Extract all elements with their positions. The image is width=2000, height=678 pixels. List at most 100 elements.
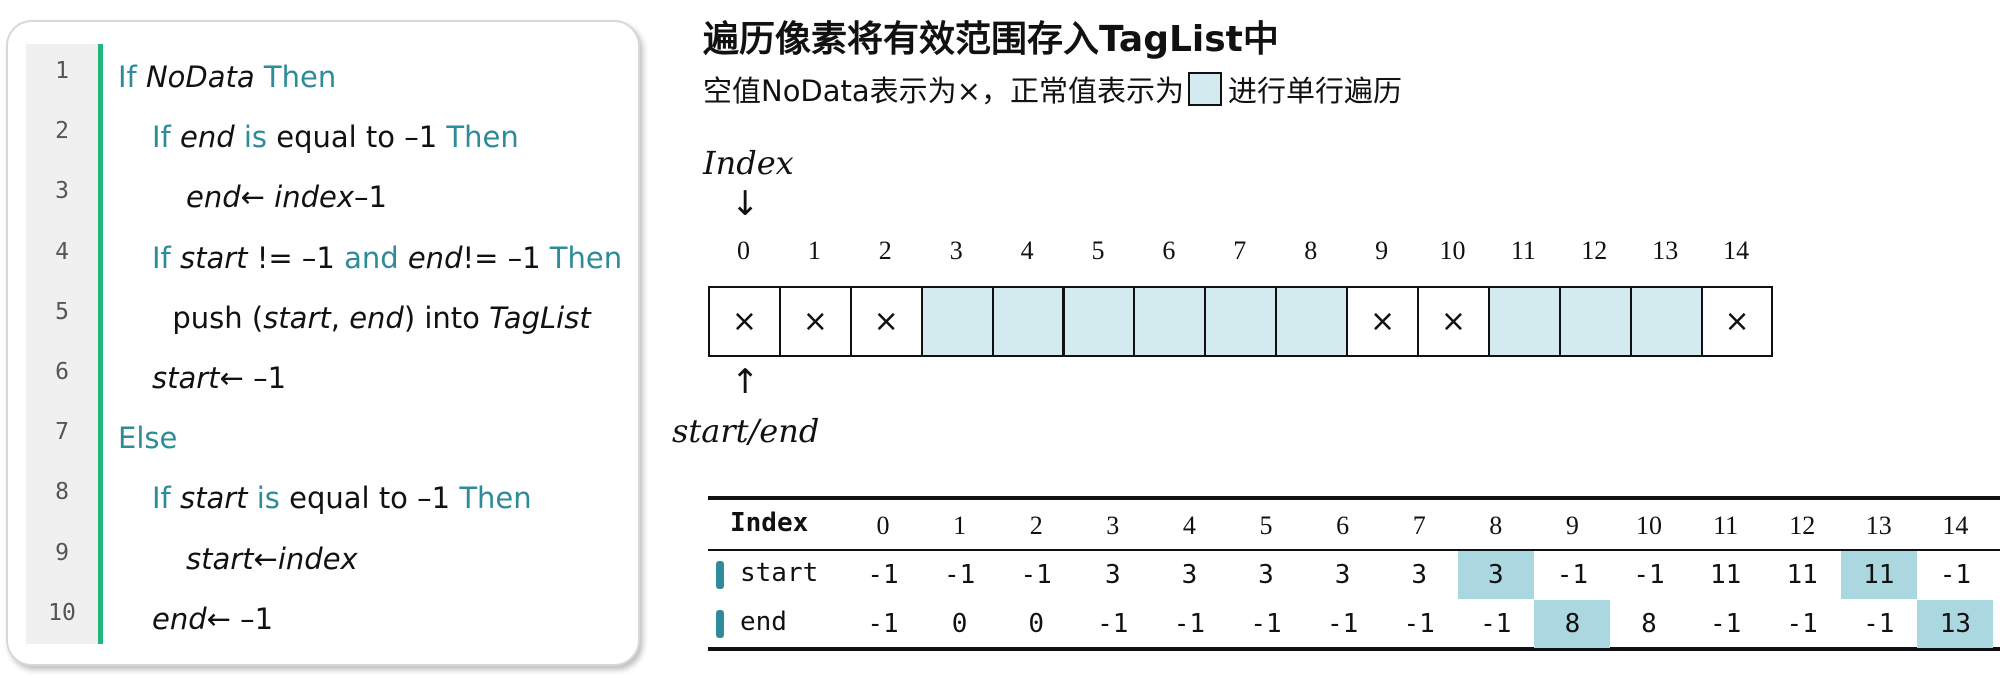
code-text: push (start, end) into TagList bbox=[172, 301, 590, 335]
code-line: 1 If NoData Then bbox=[26, 52, 636, 102]
variable: end bbox=[186, 180, 241, 215]
keyword: is bbox=[234, 120, 268, 155]
keyword: is bbox=[247, 481, 280, 516]
table-cell: -1 bbox=[1403, 609, 1435, 639]
valid-cell bbox=[991, 286, 1065, 357]
nodata-cell: × bbox=[1700, 286, 1774, 357]
code-text: start← –1 bbox=[152, 361, 286, 395]
nodata-cross-icon: × bbox=[1724, 304, 1750, 339]
line-number-gutter bbox=[26, 44, 98, 644]
line-number: 5 bbox=[55, 298, 69, 325]
nodata-cell: × bbox=[778, 286, 852, 357]
line-number: 6 bbox=[55, 359, 69, 385]
variable: index bbox=[277, 541, 358, 576]
table-cell: -1 bbox=[1480, 609, 1512, 639]
cell-index-label: 12 bbox=[1581, 236, 1608, 265]
valid-cell bbox=[1558, 286, 1632, 357]
code-token: != –1 bbox=[247, 240, 345, 275]
valid-value-swatch bbox=[1187, 72, 1222, 106]
arrow-down-icon: ↓ bbox=[731, 184, 760, 224]
nodata-cross-icon: × bbox=[873, 304, 899, 339]
code-token: equal to –1 bbox=[279, 481, 460, 516]
keyword: If bbox=[118, 60, 146, 94]
cell-index-label: 0 bbox=[737, 236, 750, 265]
variable: end bbox=[179, 120, 235, 155]
variable: end bbox=[349, 300, 404, 335]
code-token: , bbox=[330, 300, 350, 335]
variable: start bbox=[179, 481, 248, 516]
table-cell: -1 bbox=[1786, 609, 1818, 639]
table-cell: 11 bbox=[1840, 551, 1917, 599]
code-text: start←index bbox=[186, 542, 358, 576]
table-cell: -1 bbox=[1633, 560, 1665, 590]
variable: start bbox=[263, 300, 331, 335]
table-header-cell: 5 bbox=[1259, 511, 1273, 540]
table-header-cell: 3 bbox=[1106, 511, 1120, 540]
variable: NoData bbox=[145, 60, 255, 94]
nodata-cell: × bbox=[1346, 286, 1419, 357]
keyword: If bbox=[152, 240, 180, 275]
table-row-label: end bbox=[740, 607, 787, 637]
table-cell: 3 bbox=[1457, 551, 1534, 599]
arrow-up-icon: ↑ bbox=[731, 362, 760, 402]
line-number: 4 bbox=[55, 238, 69, 265]
variable: start bbox=[152, 361, 220, 395]
cell-index-label: 7 bbox=[1233, 236, 1247, 265]
valid-cell bbox=[1204, 286, 1278, 357]
keyword: Then bbox=[446, 120, 519, 155]
cell-index-label: 9 bbox=[1375, 236, 1389, 265]
table-header-cell: 11 bbox=[1713, 511, 1739, 540]
cell-index-label: 2 bbox=[878, 236, 892, 265]
variable: end bbox=[407, 240, 463, 275]
code-line: 4 If start != –1 and end!= –1 Then bbox=[26, 233, 636, 283]
table-cell: -1 bbox=[1709, 609, 1742, 639]
code-token: != –1 bbox=[462, 240, 550, 275]
line-number: 2 bbox=[55, 118, 69, 145]
keyword: Then bbox=[549, 240, 623, 275]
cell-index-label: 1 bbox=[807, 236, 821, 265]
code-line: 5 push (start, end) into TagList bbox=[26, 293, 636, 343]
code-text: Else bbox=[118, 421, 177, 455]
table-cell: -1 bbox=[1326, 609, 1359, 639]
keyword: Then bbox=[459, 481, 532, 516]
table-cell: 3 bbox=[1104, 560, 1121, 590]
table-header-cell: 6 bbox=[1336, 511, 1350, 540]
cell-index-label: 13 bbox=[1652, 236, 1679, 265]
cell-index-label: 8 bbox=[1304, 236, 1318, 265]
table-cell: 11 bbox=[1709, 560, 1742, 590]
variable: index bbox=[274, 180, 355, 215]
code-token: ← –1 bbox=[219, 361, 287, 395]
keyword: If bbox=[152, 120, 180, 155]
keyword: and bbox=[344, 240, 408, 275]
table-header-rule bbox=[708, 549, 2000, 551]
code-token: push ( bbox=[172, 300, 264, 335]
code-text: If end is equal to –1 Then bbox=[152, 120, 519, 154]
table-header-cell: 2 bbox=[1029, 511, 1043, 540]
table-cell: 8 bbox=[1534, 600, 1611, 648]
cell-index-label: 14 bbox=[1723, 236, 1750, 265]
table-header-cell: 0 bbox=[876, 511, 890, 540]
table-cell: -1 bbox=[1939, 560, 1972, 590]
gutter-divider bbox=[98, 44, 103, 644]
table-header-cell: 13 bbox=[1865, 511, 1892, 540]
table-bottom-rule bbox=[708, 647, 2000, 651]
table-header-cell: 14 bbox=[1942, 511, 1969, 540]
valid-cell bbox=[1629, 286, 1703, 357]
table-cell: -1 bbox=[1863, 609, 1895, 639]
code-token: equal to –1 bbox=[267, 120, 447, 155]
code-text: end← index–1 bbox=[186, 180, 387, 214]
table-header-cell: 4 bbox=[1182, 511, 1196, 540]
table-cell: 11 bbox=[1786, 560, 1818, 590]
code-panel: 1 If NoData Then 2 If end is equal to –1 Th… bbox=[6, 20, 640, 666]
line-number: 9 bbox=[55, 539, 69, 566]
table-header-cell: 7 bbox=[1412, 511, 1426, 540]
table-cell: -1 bbox=[1173, 609, 1206, 639]
table-cell: 8 bbox=[1641, 609, 1657, 639]
start-end-label: start/end bbox=[672, 412, 820, 450]
variable: start bbox=[186, 541, 254, 576]
variable: start bbox=[179, 240, 248, 275]
table-header-cell: 10 bbox=[1636, 511, 1662, 540]
code-line: 8 If start is equal to –1 Then bbox=[26, 473, 636, 523]
table-cell: 3 bbox=[1258, 560, 1274, 590]
line-number: 10 bbox=[48, 599, 76, 626]
